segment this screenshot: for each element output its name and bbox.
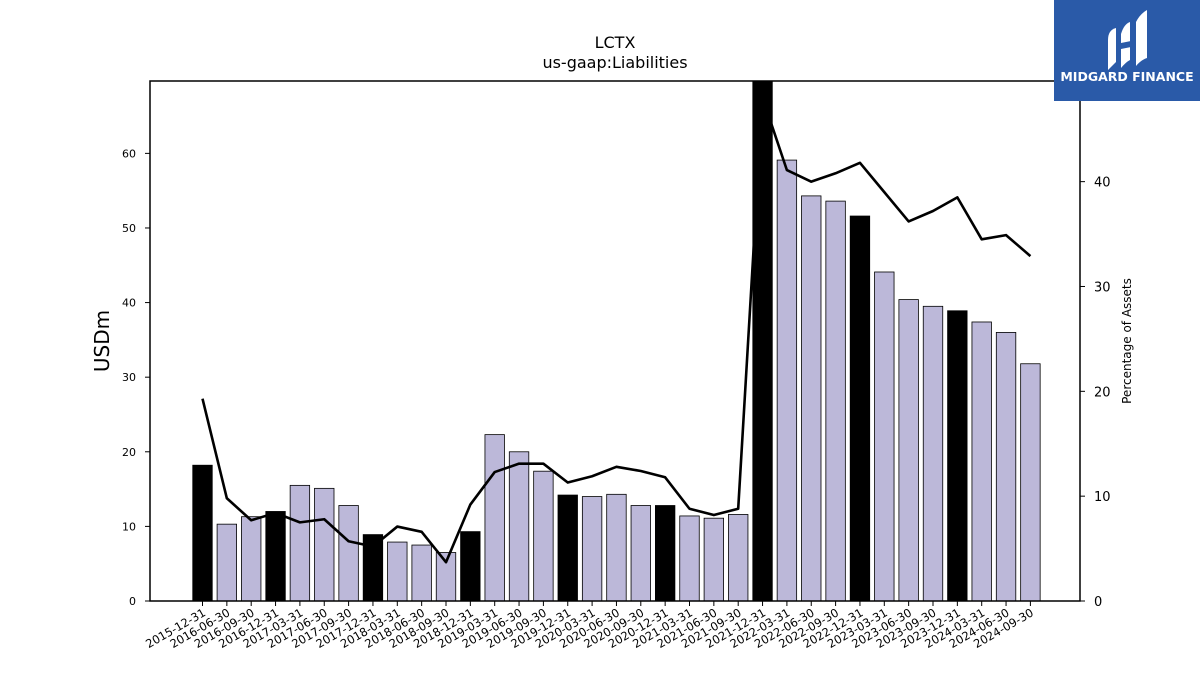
y2-axis-label: Percentage of Assets [1120, 278, 1134, 404]
bar-2016-06-30 [216, 523, 238, 602]
percent-of-assets-line [201, 96, 1032, 564]
bar-2024-03-31 [971, 321, 992, 602]
line-group [201, 96, 1032, 564]
bar-2016-09-30 [241, 516, 262, 602]
bar-2017-09-30 [338, 505, 359, 602]
bar-2017-06-30 [314, 487, 335, 602]
bar-2020-06-30 [606, 493, 627, 602]
bar-2023-06-30 [898, 299, 919, 602]
bar-group [192, 80, 1041, 602]
bar-2018-06-30 [411, 544, 432, 602]
logo-mark-icon [1108, 10, 1147, 70]
bar-2020-09-30 [630, 505, 651, 602]
y-tick-label: 60 [122, 147, 136, 160]
y2-tick-label: 30 [1094, 280, 1111, 295]
y-tick-label: 10 [122, 520, 136, 533]
bar-2018-03-31 [387, 541, 408, 602]
bar-2022-09-30 [825, 200, 846, 602]
plot-frame [149, 80, 1081, 602]
chart-subtitle: us-gaap:Liabilities [542, 53, 687, 72]
bar-2019-03-31 [484, 434, 505, 602]
bar-2021-06-30 [703, 517, 724, 602]
bar-2018-12-31 [460, 531, 481, 602]
x-axis: 2015-12-312016-06-302016-09-302016-12-31… [143, 601, 1036, 651]
y2-tick-label: 10 [1094, 490, 1111, 505]
bar-2023-03-31 [874, 271, 895, 602]
left-axis: 0 10 20 30 40 50 60 [122, 147, 150, 608]
bar-2019-06-30 [508, 451, 530, 602]
y-tick-label: 20 [122, 446, 136, 459]
bar-2017-03-31 [289, 484, 311, 602]
y-tick-label: 30 [122, 371, 136, 384]
bar-2020-03-31 [581, 496, 603, 602]
bar-2023-09-30 [922, 305, 944, 602]
bar-2024-06-30 [995, 332, 1017, 602]
bar-2021-12-31 [752, 80, 773, 602]
y2-tick-label: 40 [1094, 176, 1111, 191]
bar-2015-12-31 [192, 464, 213, 602]
bar-2022-06-30 [801, 195, 822, 602]
chart-title: LCTX [595, 33, 636, 52]
logo-text: MIDGARD FINANCE [1060, 69, 1193, 84]
bar-2019-09-30 [533, 470, 554, 602]
bar-2022-12-31 [849, 215, 871, 602]
bar-2021-09-30 [728, 514, 749, 602]
bar-2023-12-31 [947, 310, 968, 602]
bar-2019-12-31 [557, 494, 578, 602]
bar-2016-12-31 [265, 511, 286, 602]
bar-2020-12-31 [655, 505, 676, 602]
y-tick-label: 0 [129, 595, 136, 608]
bar-2022-03-31 [776, 159, 798, 602]
y-axis-label: USDm [90, 310, 114, 372]
bar-2021-03-31 [679, 515, 700, 602]
y-tick-label: 50 [122, 222, 136, 235]
y-tick-label: 40 [122, 297, 136, 310]
right-axis: 0 10 20 30 40 [1080, 176, 1111, 610]
y2-tick-label: 20 [1094, 385, 1111, 400]
logo: MIDGARD FINANCE [1054, 0, 1200, 101]
bar-2024-09-30 [1020, 363, 1041, 602]
y2-tick-label: 0 [1094, 595, 1102, 610]
